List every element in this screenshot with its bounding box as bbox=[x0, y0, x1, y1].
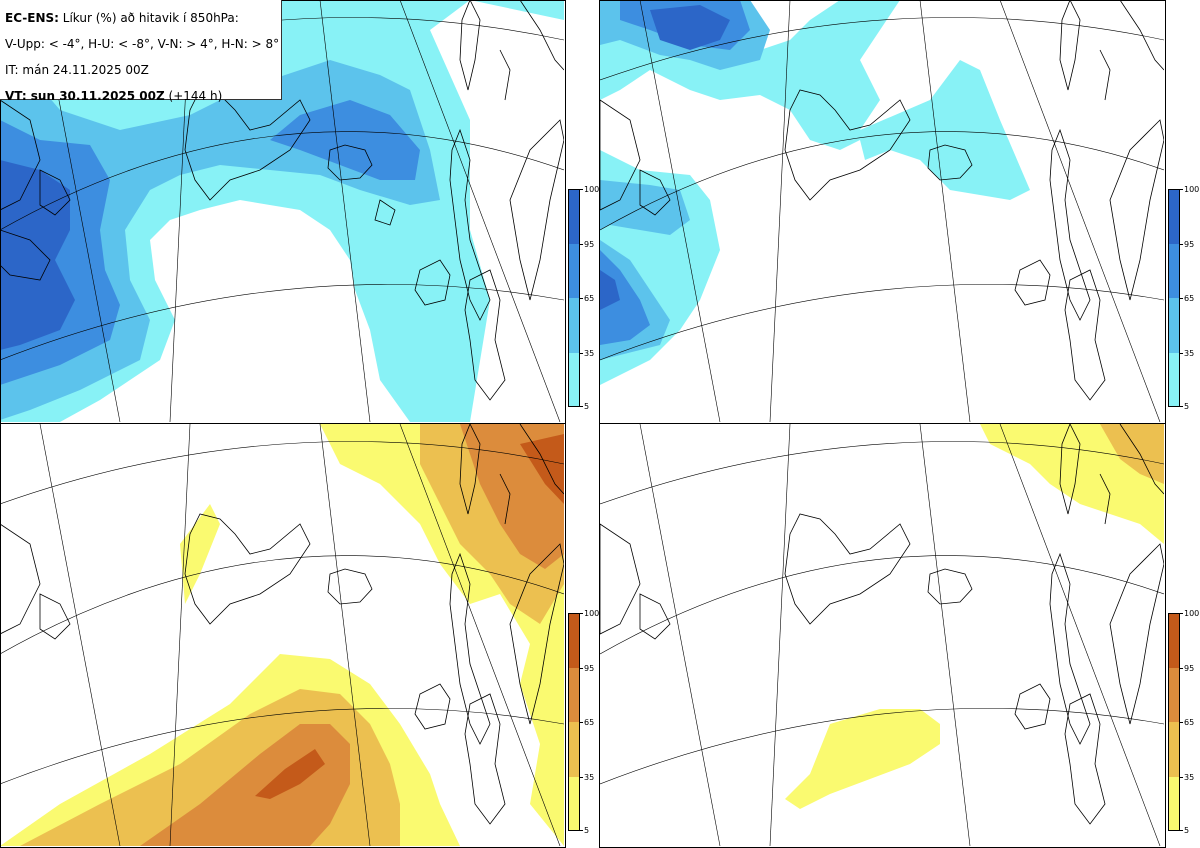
map-canvas bbox=[0, 0, 564, 422]
colorbar-tick: 35 bbox=[584, 349, 595, 358]
colorbar-cold: 100 95 65 35 5 bbox=[568, 186, 599, 411]
prob-fill-65 bbox=[600, 0, 750, 345]
colorbar-tick: 95 bbox=[584, 664, 595, 673]
coastlines bbox=[600, 0, 1164, 401]
coastlines bbox=[0, 424, 564, 825]
colorbar-segment bbox=[568, 668, 580, 722]
valid-time: VT: sun 30.11.2025 00Z bbox=[5, 89, 165, 103]
colorbar-segment bbox=[1168, 244, 1180, 298]
colorbar-tick: 65 bbox=[1184, 718, 1195, 727]
colorbar-tick: 95 bbox=[1184, 664, 1195, 673]
colorbar-tick: 65 bbox=[1184, 294, 1195, 303]
prob-fill-5 bbox=[785, 424, 1164, 809]
map-canvas bbox=[600, 0, 1164, 422]
colorbar-tick: 100 bbox=[1184, 185, 1200, 194]
colorbar-tick: 35 bbox=[1184, 349, 1195, 358]
graticule bbox=[0, 424, 564, 846]
colorbar-tick: 100 bbox=[1184, 609, 1200, 618]
colorbar-tick: 5 bbox=[584, 402, 590, 411]
map-title-box: EC-ENS: Líkur (%) að hitavik í 850hPa: V… bbox=[0, 0, 282, 103]
colorbar-segment bbox=[568, 613, 580, 668]
graticule bbox=[600, 0, 1164, 422]
product-name: EC-ENS: bbox=[5, 11, 59, 25]
colorbar-tick: 65 bbox=[584, 718, 595, 727]
prob-fill-95 bbox=[600, 5, 730, 310]
graticule bbox=[600, 424, 1164, 846]
colorbar-segment bbox=[568, 298, 580, 353]
colorbar-segment bbox=[1168, 722, 1180, 777]
colorbar-segment bbox=[1168, 353, 1180, 407]
threshold-legend: V-Upp: < -4°, H-U: < -8°, V-N: > 4°, H-N… bbox=[5, 37, 280, 51]
colorbar-tick: 95 bbox=[1184, 240, 1195, 249]
colorbar-tick: 35 bbox=[584, 773, 595, 782]
colorbar-tick: 5 bbox=[584, 826, 590, 835]
colorbar-tick: 35 bbox=[1184, 773, 1195, 782]
coastlines bbox=[600, 424, 1164, 825]
prob-fill-35 bbox=[1100, 424, 1164, 484]
prob-fill-65 bbox=[140, 424, 564, 846]
colorbar-segment bbox=[568, 722, 580, 777]
map-panel-warm-strong bbox=[600, 424, 1164, 846]
initial-time: IT: mán 24.11.2025 00Z bbox=[5, 63, 149, 77]
colorbar-segment bbox=[568, 777, 580, 831]
map-canvas bbox=[0, 424, 564, 846]
prob-fill-5 bbox=[0, 424, 564, 846]
map-panel-cold-moderate: EC-ENS: Líkur (%) að hitavik í 850hPa: V… bbox=[0, 0, 564, 422]
colorbar-segment bbox=[1168, 298, 1180, 353]
prob-fill-95 bbox=[0, 160, 75, 350]
colorbar-tick: 5 bbox=[1184, 826, 1190, 835]
colorbar-warm: 100 95 65 35 5 bbox=[568, 610, 599, 835]
prob-fill-65 bbox=[0, 100, 420, 385]
map-panel-warm-moderate bbox=[0, 424, 564, 846]
coastlines bbox=[0, 0, 564, 401]
colorbar-warm: 100 95 65 35 5 bbox=[1168, 610, 1199, 835]
colorbar-segment bbox=[1168, 189, 1180, 244]
colorbar-segment bbox=[568, 244, 580, 298]
product-description: Líkur (%) að hitavik í 850hPa: bbox=[62, 11, 239, 25]
colorbar-segment bbox=[1168, 668, 1180, 722]
colorbar-tick: 100 bbox=[584, 609, 600, 618]
colorbar-cold: 100 95 65 35 5 bbox=[1168, 186, 1199, 411]
colorbar-tick: 100 bbox=[584, 185, 600, 194]
colorbar-tick: 65 bbox=[584, 294, 595, 303]
colorbar-segment bbox=[1168, 777, 1180, 831]
colorbar-tick: 95 bbox=[584, 240, 595, 249]
colorbar-segment bbox=[568, 189, 580, 244]
colorbar-segment bbox=[1168, 613, 1180, 668]
map-panel-cold-strong bbox=[600, 0, 1164, 422]
lead-time: (+144 h) bbox=[168, 89, 223, 103]
map-canvas bbox=[600, 424, 1164, 846]
colorbar-segment bbox=[568, 353, 580, 407]
colorbar-tick: 5 bbox=[1184, 402, 1190, 411]
